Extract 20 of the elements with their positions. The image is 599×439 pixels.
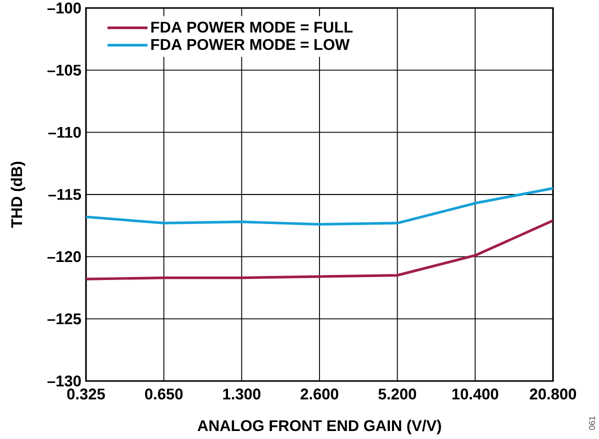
x-tick-label: 1.300 bbox=[223, 388, 260, 400]
text: 061 bbox=[589, 416, 596, 430]
y-tick-label: –105 bbox=[47, 64, 82, 76]
y-tick-label: –130 bbox=[47, 376, 81, 386]
x-tick-label: 10.400 bbox=[452, 388, 498, 400]
line-series bbox=[86, 186, 553, 226]
legend-label: FDA POWER MODE = LOW bbox=[151, 39, 350, 50]
y-tick-label: –120 bbox=[47, 251, 81, 262]
legend-label: FDA POWER MODE = FULL bbox=[151, 22, 353, 33]
x-tick-label: 0.650 bbox=[145, 388, 183, 400]
y-tick-label: –110 bbox=[48, 126, 81, 138]
x-axis-title: ANALOG FRONT END GAIN (V/V) bbox=[198, 420, 441, 434]
x-tick-label: 2.600 bbox=[300, 388, 338, 400]
x-tick-label: 5.200 bbox=[378, 388, 416, 400]
x-tick-label: 0.325 bbox=[67, 388, 105, 400]
y-tick-label: –100 bbox=[47, 2, 81, 14]
x-tick-label: 20.800 bbox=[530, 388, 576, 400]
y-tick-label: –125 bbox=[47, 313, 82, 324]
y-axis-title: THD (dB) bbox=[10, 162, 26, 228]
y-tick-label: –115 bbox=[48, 189, 82, 200]
